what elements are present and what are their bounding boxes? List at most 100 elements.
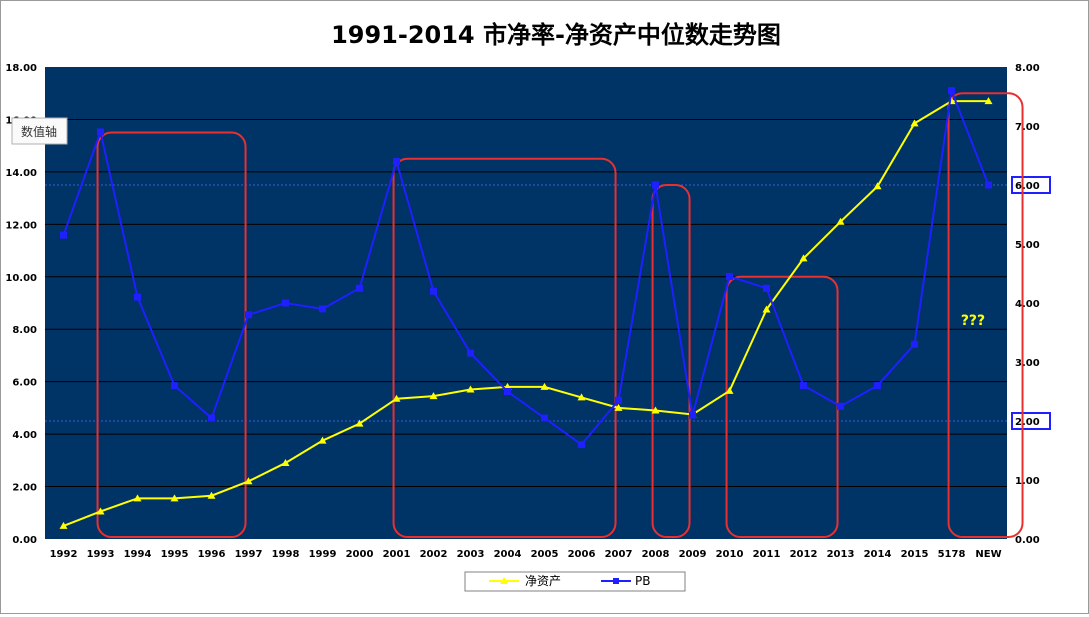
- series-净资产: [59, 97, 993, 529]
- data-point[interactable]: [911, 340, 918, 348]
- x-tick-label: 2002: [420, 549, 448, 560]
- x-tick-label: 2012: [790, 549, 818, 560]
- data-point[interactable]: [800, 382, 807, 390]
- data-point[interactable]: [467, 349, 474, 357]
- data-point[interactable]: [171, 382, 178, 390]
- data-point[interactable]: [393, 157, 400, 165]
- tooltip-box: [11, 117, 68, 145]
- legend-box: [464, 571, 686, 592]
- legend-label-pb: PB: [635, 574, 650, 588]
- right-tick-label: 6.00: [1015, 181, 1040, 192]
- data-point[interactable]: [429, 392, 438, 400]
- data-point[interactable]: [208, 414, 215, 422]
- data-point[interactable]: [60, 231, 67, 239]
- right-tick-label: 0.00: [1015, 535, 1040, 546]
- data-point[interactable]: [836, 217, 845, 225]
- highlight-box-1: [96, 131, 247, 539]
- data-point[interactable]: [837, 402, 844, 410]
- chart-title: 1991-2014 市净率-净资产中位数走势图: [331, 21, 781, 49]
- data-point[interactable]: [466, 385, 475, 393]
- series-PB: [60, 86, 992, 449]
- data-point[interactable]: [356, 284, 363, 292]
- plot-area[interactable]: [45, 67, 1007, 539]
- highlight-box-5: [947, 92, 1024, 538]
- data-point[interactable]: [651, 406, 660, 414]
- data-point[interactable]: [578, 441, 585, 449]
- data-point[interactable]: [541, 414, 548, 422]
- data-point[interactable]: [689, 411, 696, 419]
- data-point[interactable]: [615, 396, 622, 404]
- right-tick-label: 2.00: [1015, 417, 1040, 428]
- data-point[interactable]: [799, 254, 808, 262]
- highlight-box-3: [651, 184, 691, 538]
- right-axis: 0.00 1.00 2.00 3.00 4.00 5.00 6.00 7.00 8.00: [1011, 63, 1051, 546]
- data-point[interactable]: [430, 287, 437, 295]
- x-tick-label: 5178: [938, 549, 966, 560]
- data-point[interactable]: [726, 272, 733, 280]
- right-tick-label: 3.00: [1015, 358, 1040, 369]
- x-tick-label: 1997: [235, 549, 263, 560]
- x-tick-label: 2004: [494, 549, 522, 560]
- series-line-1: [62, 86, 990, 446]
- data-point[interactable]: [652, 181, 659, 189]
- data-point[interactable]: [614, 403, 623, 411]
- axis-tooltip: 数值轴: [11, 117, 68, 145]
- x-tick-label: 2009: [679, 549, 707, 560]
- data-point[interactable]: [355, 419, 364, 427]
- right-tick-label: 4.00: [1015, 299, 1040, 310]
- data-point[interactable]: [504, 388, 511, 395]
- data-point[interactable]: [392, 394, 401, 402]
- data-point[interactable]: [984, 97, 993, 105]
- data-point[interactable]: [134, 293, 141, 301]
- x-tick-label: 2006: [568, 549, 596, 560]
- data-point[interactable]: [762, 305, 771, 313]
- data-point[interactable]: [245, 311, 252, 319]
- data-point[interactable]: [281, 458, 290, 466]
- x-tick-label: 1992: [50, 549, 78, 560]
- data-point[interactable]: [577, 393, 586, 401]
- x-tick-label: 1996: [198, 549, 226, 560]
- data-point[interactable]: [725, 386, 734, 394]
- x-tick-label: 1994: [124, 549, 152, 560]
- legend[interactable]: 净资产 PB: [464, 571, 686, 592]
- x-tick-label: 2003: [457, 549, 485, 560]
- boxed-tick-6.00: [1011, 176, 1051, 194]
- data-point[interactable]: [207, 491, 216, 499]
- x-tick-label: 1998: [272, 549, 300, 560]
- data-point[interactable]: [985, 181, 992, 189]
- left-tick-label: 2.00: [12, 483, 37, 494]
- right-tick-label: 7.00: [1015, 122, 1040, 133]
- data-point[interactable]: [910, 119, 919, 127]
- data-point[interactable]: [874, 382, 881, 390]
- series-layer: [59, 86, 993, 529]
- right-tick-label: 1.00: [1015, 476, 1040, 487]
- data-point[interactable]: [540, 382, 549, 390]
- tooltip-text: 数值轴: [21, 124, 57, 139]
- x-axis: 1992 1993 1994 1995 1996 1997 1998 1999 2000 2001…: [50, 549, 1002, 560]
- highlight-boxes: [96, 92, 1024, 539]
- data-point[interactable]: [319, 305, 326, 313]
- x-tick-label: 1993: [87, 549, 115, 560]
- left-tick-label: 0.00: [12, 535, 37, 546]
- data-point[interactable]: [133, 494, 142, 502]
- left-tick-label: 14.00: [5, 168, 37, 179]
- right-tick-label: 5.00: [1015, 240, 1040, 251]
- left-tick-label: 10.00: [5, 273, 37, 284]
- data-point[interactable]: [59, 521, 68, 529]
- annotation-text: ???: [961, 313, 985, 329]
- data-point[interactable]: [763, 284, 770, 292]
- data-point[interactable]: [282, 299, 289, 307]
- x-tick-label: 2007: [605, 549, 633, 560]
- series-line-0: [63, 100, 989, 527]
- right-tick-label: 8.00: [1015, 63, 1040, 74]
- data-point[interactable]: [96, 507, 105, 515]
- data-point[interactable]: [948, 87, 955, 95]
- data-point[interactable]: [170, 494, 179, 502]
- data-point[interactable]: [318, 436, 327, 444]
- data-point[interactable]: [244, 477, 253, 485]
- data-point[interactable]: [873, 182, 882, 190]
- data-point[interactable]: [97, 128, 104, 136]
- left-tick-label: 6.00: [12, 378, 37, 389]
- left-tick-label: 4.00: [12, 430, 37, 441]
